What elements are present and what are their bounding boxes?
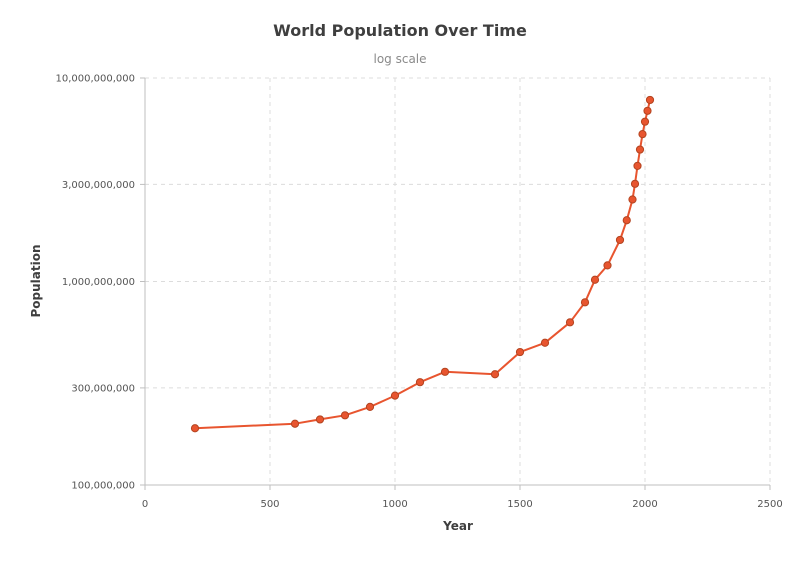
- data-point: [540, 338, 550, 347]
- data-point: [490, 370, 500, 379]
- data-point: [565, 318, 575, 327]
- data-point: [590, 275, 600, 284]
- data-point: [643, 106, 652, 115]
- data-point: [440, 367, 450, 376]
- y-tick-label: 1,000,000,000: [62, 277, 135, 288]
- data-point: [628, 195, 637, 204]
- data-point: [415, 378, 425, 387]
- x-axis-label: Year: [442, 519, 473, 533]
- data-point: [515, 347, 525, 357]
- data-point: [635, 145, 645, 154]
- x-tick-label: 1500: [507, 499, 532, 510]
- y-tick-label: 300,000,000: [71, 383, 135, 394]
- data-point: [190, 424, 200, 433]
- data-point: [365, 402, 375, 411]
- grid-layer: [145, 77, 771, 485]
- x-tick-label: 500: [260, 499, 279, 510]
- data-point: [630, 179, 640, 188]
- x-tick-label: 1000: [382, 499, 407, 510]
- data-point: [290, 419, 300, 428]
- chart-subtitle: log scale: [373, 52, 427, 66]
- chart-title: World Population Over Time: [273, 21, 527, 40]
- data-point: [645, 95, 655, 105]
- data-point: [638, 130, 647, 139]
- data-point: [315, 415, 325, 424]
- y-tick-label: 10,000,000,000: [55, 74, 135, 85]
- data-point: [580, 298, 590, 307]
- data-point: [615, 235, 625, 245]
- x-tick-label: 0: [142, 499, 148, 510]
- data-point: [603, 261, 612, 270]
- x-tick-label: 2000: [632, 499, 657, 510]
- data-point: [633, 161, 642, 170]
- data-point: [622, 216, 631, 225]
- axis-layer: 100,000,000 300,000,000 1,000,000,000 3,000…: [55, 74, 782, 511]
- data-point: [640, 117, 650, 126]
- y-axis-label: Population: [29, 244, 43, 317]
- data-point: [340, 411, 350, 420]
- series-layer: [190, 95, 655, 433]
- y-tick-label: 3,000,000,000: [62, 180, 135, 191]
- y-tick-label: 100,000,000: [71, 481, 135, 492]
- data-point: [390, 391, 400, 400]
- x-tick-label: 2500: [757, 499, 782, 510]
